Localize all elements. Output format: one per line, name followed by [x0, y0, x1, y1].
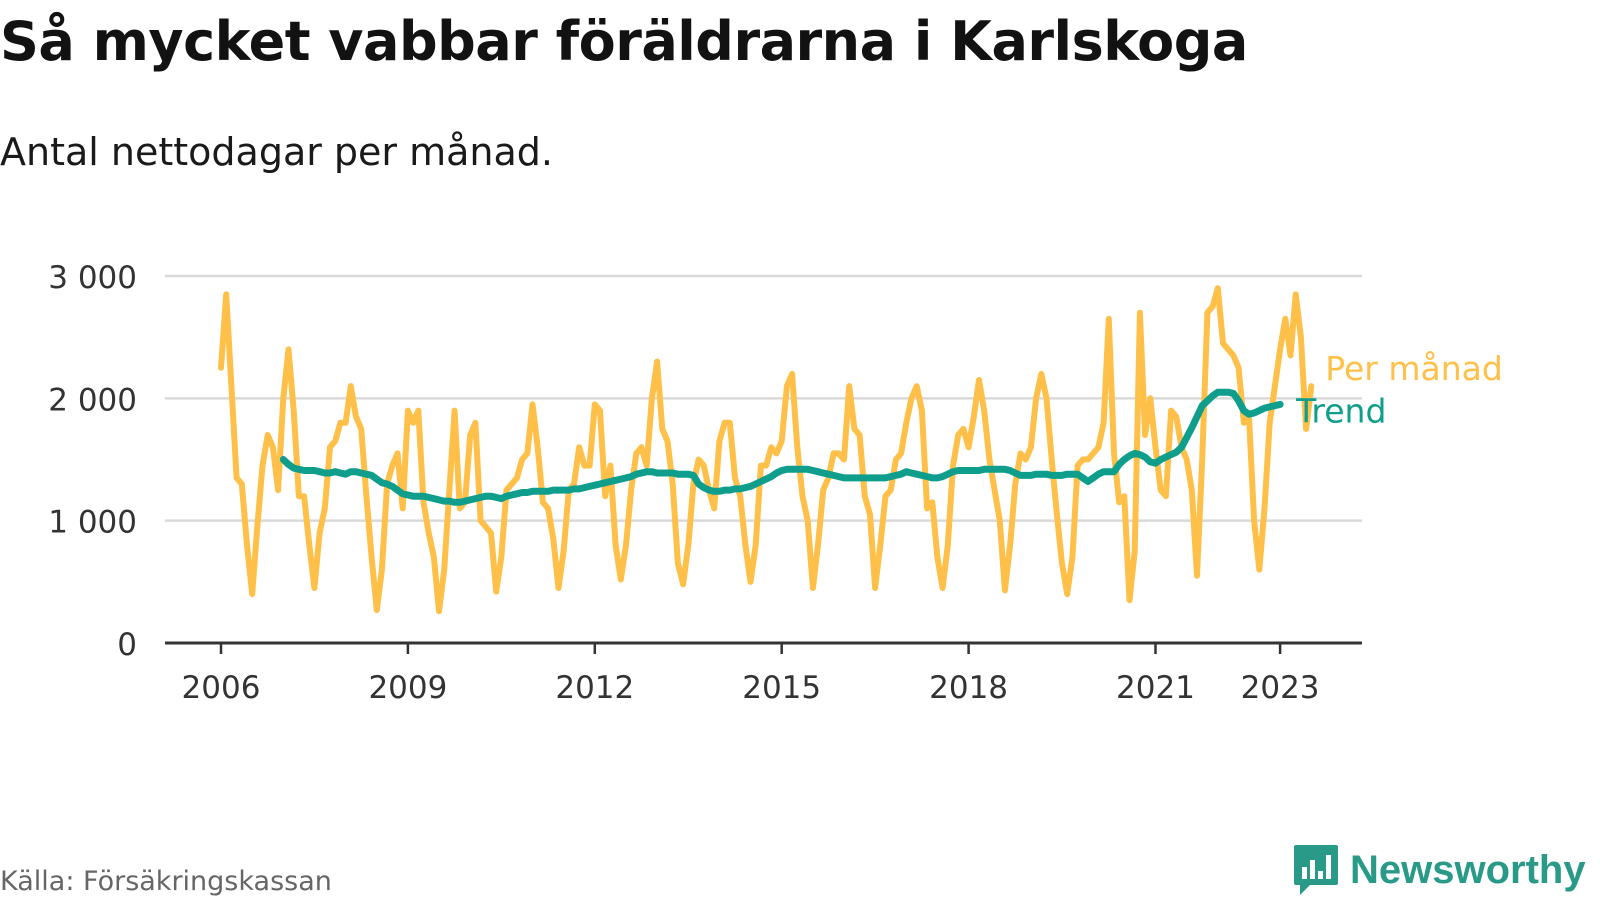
grid-layer	[165, 274, 1362, 522]
series-label-1: Trend	[1295, 391, 1386, 430]
brand-name: Newsworthy	[1350, 847, 1586, 892]
page-subtitle: Antal nettodagar per månad.	[0, 130, 554, 174]
series-label-0: Per månad	[1325, 349, 1503, 388]
series-line-0	[218, 285, 1315, 615]
series-layer	[218, 285, 1315, 615]
y-tick-label: 1 000	[48, 505, 137, 541]
x-tick-label: 2006	[182, 670, 261, 706]
source-note: Källa: Försäkringskassan	[0, 866, 332, 897]
series-line-1	[279, 388, 1284, 506]
y-axis: 0 1 000 2 000 3 000	[48, 260, 137, 663]
page-title: Så mycket vabbar föräldrarna i Karlskoga	[0, 10, 1248, 73]
x-axis: 2006 2009 2012 2015 2018 2021 2023	[165, 641, 1362, 706]
bar-chart-badge-icon	[1294, 845, 1338, 895]
x-tick-label: 2018	[929, 670, 1008, 706]
brand-logo[interactable]: Newsworthy	[1292, 843, 1586, 897]
x-tick-label: 2023	[1241, 670, 1320, 706]
x-tick-label: 2021	[1116, 670, 1195, 706]
y-tick-label: 3 000	[48, 260, 137, 296]
y-tick-label: 0	[117, 627, 137, 663]
x-tick-label: 2012	[555, 670, 634, 706]
x-tick-label: 2015	[742, 670, 821, 706]
y-tick-label: 2 000	[48, 382, 137, 418]
x-tick-label: 2009	[368, 670, 447, 706]
